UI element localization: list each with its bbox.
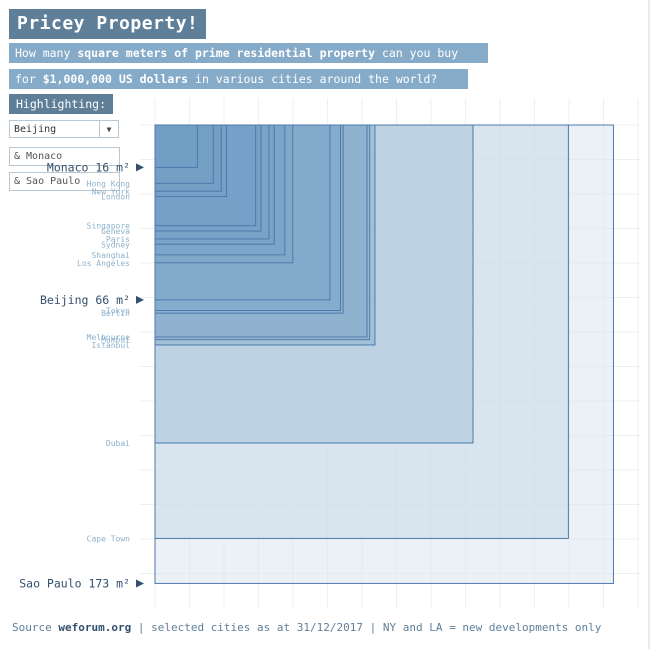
page-title: Pricey Property! bbox=[9, 9, 207, 39]
subtitle-2-post: in various cities around the world? bbox=[188, 72, 438, 86]
label-sydney: Sydney bbox=[101, 240, 130, 249]
label-mumbai: Mumbai bbox=[101, 336, 130, 345]
label-singapore: Singapore bbox=[87, 222, 131, 231]
label-hong-kong: Hong Kong bbox=[87, 179, 131, 188]
square-monaco bbox=[154, 124, 198, 168]
footer-suffix: | selected cities as at 31/12/2017 | NY … bbox=[131, 621, 602, 634]
subtitle-1-bold: square meters of prime residential prope… bbox=[77, 46, 376, 60]
label-paris: Paris bbox=[106, 235, 130, 244]
subtitle-2-bold: $1,000,000 US dollars bbox=[42, 72, 189, 86]
footer-source-link[interactable]: weforum.org bbox=[58, 621, 132, 634]
city-dropdown[interactable]: Beijing ▼ bbox=[9, 120, 119, 138]
label-sao-paulo: Sao Paulo 173 m² bbox=[19, 576, 130, 590]
label-los-angeles: Los Angeles bbox=[77, 259, 130, 268]
label-melbourne: Melbourne bbox=[87, 333, 131, 342]
label-dubai: Dubai bbox=[106, 439, 130, 448]
pointer-arrow-icon bbox=[136, 579, 144, 588]
label-geneva: Geneva bbox=[101, 227, 130, 236]
subtitle-1-post: can you buy bbox=[375, 46, 459, 60]
pointer-arrow-icon bbox=[136, 295, 144, 304]
chevron-down-icon[interactable]: ▼ bbox=[99, 121, 118, 137]
label-new-york: New York bbox=[91, 187, 130, 196]
label-tokyo: Tokyo bbox=[106, 307, 130, 316]
highlighting-label: Highlighting: bbox=[9, 94, 114, 114]
label-london: London bbox=[101, 193, 130, 202]
highlight-input-2[interactable] bbox=[9, 172, 120, 191]
label-monaco: Monaco 16 m² bbox=[47, 160, 130, 174]
city-dropdown-value: Beijing bbox=[14, 124, 57, 135]
subtitle-line-1: How many square meters of prime resident… bbox=[9, 43, 488, 63]
label-istanbul: Istanbul bbox=[91, 341, 130, 350]
right-edge-divider bbox=[648, 0, 650, 649]
label-berlin: Berlin bbox=[101, 309, 130, 318]
footer-source: Source weforum.org | selected cities as … bbox=[12, 621, 601, 634]
subtitle-1-pre: How many bbox=[15, 46, 78, 60]
subtitle-2-pre: for bbox=[15, 72, 43, 86]
pointer-arrow-icon bbox=[136, 163, 144, 172]
label-beijing: Beijing 66 m² bbox=[40, 293, 130, 307]
footer-prefix: Source bbox=[12, 621, 59, 634]
highlight-input-1[interactable] bbox=[9, 147, 120, 166]
subtitle-line-2: for $1,000,000 US dollars in various cit… bbox=[9, 69, 468, 89]
label-cape-town: Cape Town bbox=[87, 534, 131, 543]
label-shanghai: Shanghai bbox=[91, 251, 130, 260]
